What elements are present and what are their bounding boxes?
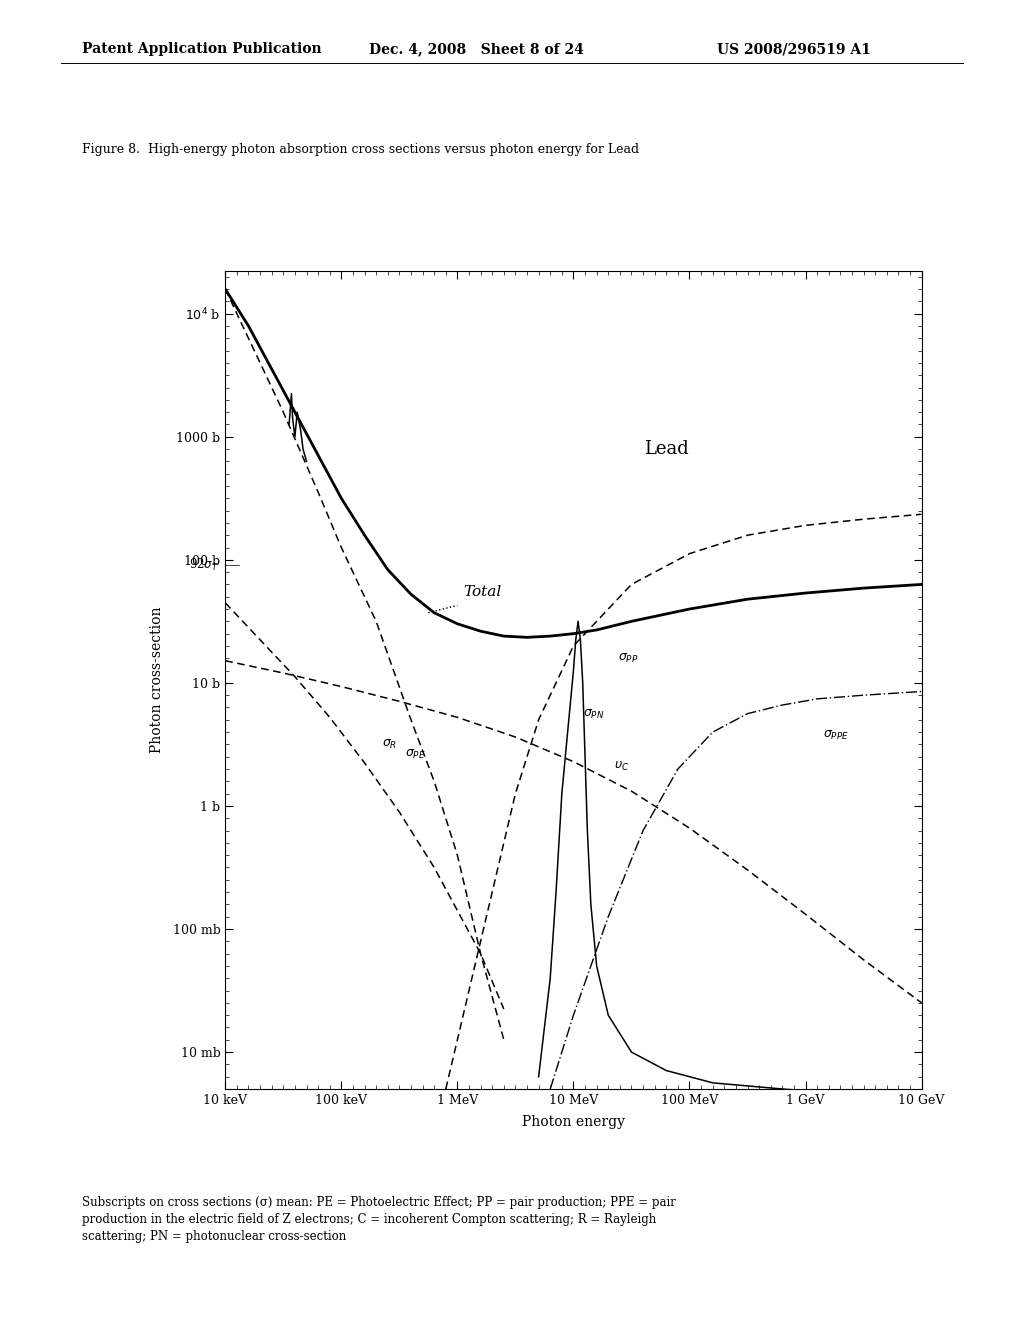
Text: production in the electric field of Z electrons; C = incoherent Compton scatteri: production in the electric field of Z el… xyxy=(82,1213,656,1226)
Text: Total: Total xyxy=(463,585,502,599)
Text: $\sigma_{PP}$: $\sigma_{PP}$ xyxy=(617,652,638,665)
X-axis label: Photon energy: Photon energy xyxy=(522,1115,625,1129)
Text: 92$\sigma_T$: 92$\sigma_T$ xyxy=(188,557,218,573)
Y-axis label: Photon cross-section: Photon cross-section xyxy=(151,607,164,752)
Text: Figure 8.  High-energy photon absorption cross sections versus photon energy for: Figure 8. High-energy photon absorption … xyxy=(82,143,639,156)
Text: Patent Application Publication: Patent Application Publication xyxy=(82,42,322,57)
Text: $\sigma_{PPE}$: $\sigma_{PPE}$ xyxy=(823,729,849,742)
Text: $\sigma_{PE}$: $\sigma_{PE}$ xyxy=(406,747,426,760)
Text: Subscripts on cross sections (σ) mean: PE = Photoelectric Effect; PP = pair prod: Subscripts on cross sections (σ) mean: P… xyxy=(82,1196,676,1209)
Text: scattering; PN = photonuclear cross-section: scattering; PN = photonuclear cross-sect… xyxy=(82,1230,346,1243)
Text: US 2008/296519 A1: US 2008/296519 A1 xyxy=(717,42,870,57)
Text: $\upsilon_C$: $\upsilon_C$ xyxy=(614,760,630,774)
Text: $\sigma_R$: $\sigma_R$ xyxy=(382,738,397,751)
Text: $\sigma_{PN}$: $\sigma_{PN}$ xyxy=(583,709,604,722)
Text: Lead: Lead xyxy=(644,440,689,458)
Text: Dec. 4, 2008   Sheet 8 of 24: Dec. 4, 2008 Sheet 8 of 24 xyxy=(369,42,584,57)
